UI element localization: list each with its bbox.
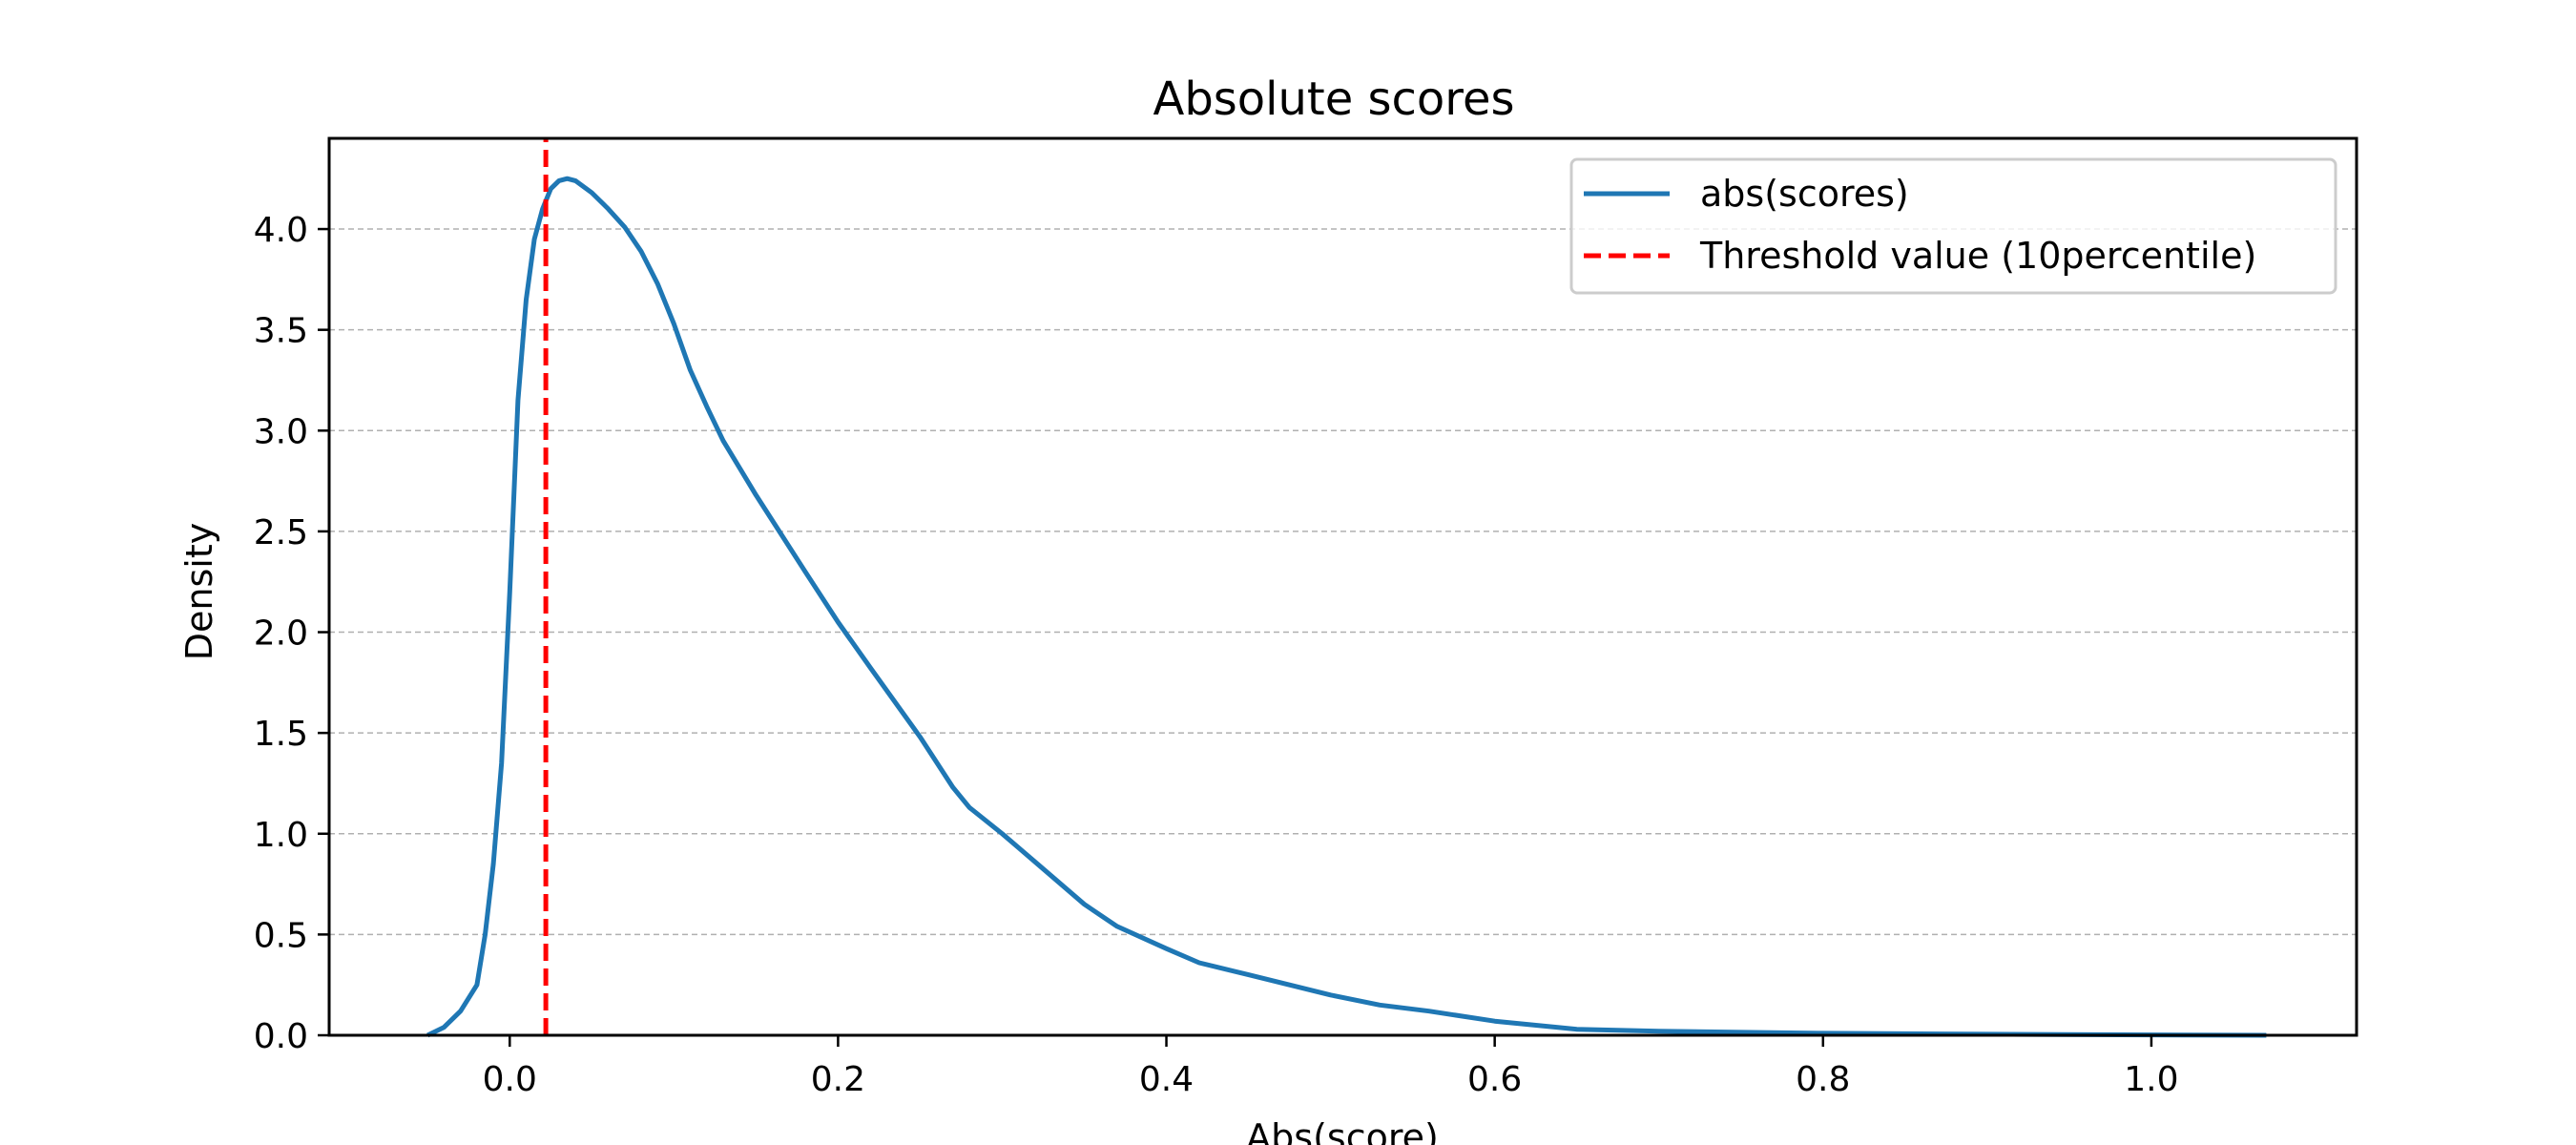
x-axis-label: Abs(score) bbox=[1246, 1116, 1439, 1145]
y-axis: 0.0 0.5 1.0 1.5 2.0 2.5 3.0 3.5 4.0 bbox=[254, 211, 329, 1056]
legend-label-threshold: Threshold value (10percentile) bbox=[1699, 235, 2256, 277]
y-tick-label: 3.0 bbox=[254, 412, 308, 451]
plot-area bbox=[426, 138, 2267, 1038]
grid-lines bbox=[329, 228, 2357, 1036]
x-tick-label: 0.8 bbox=[1796, 1060, 1850, 1099]
y-axis-label: Density bbox=[178, 523, 220, 660]
x-tick-label: 0.4 bbox=[1139, 1060, 1194, 1099]
x-tick-label: 0.6 bbox=[1467, 1060, 1522, 1099]
legend-box bbox=[1569, 157, 2337, 295]
y-tick-label: 2.0 bbox=[254, 614, 308, 654]
legend-label-abs-scores: abs(scores) bbox=[1700, 173, 1909, 215]
x-tick-label: 0.2 bbox=[811, 1060, 865, 1099]
legend: abs(scores) Threshold value (10percentil… bbox=[1569, 157, 2337, 295]
y-tick-label: 2.5 bbox=[254, 513, 308, 552]
plot-frame bbox=[327, 136, 2358, 1037]
y-tick-label: 1.5 bbox=[254, 715, 308, 754]
x-tick-label: 1.0 bbox=[2124, 1060, 2178, 1099]
density-curve bbox=[426, 176, 2267, 1038]
y-tick-label: 4.0 bbox=[254, 211, 308, 250]
x-axis: 0.0 0.2 0.4 0.6 0.8 1.0 bbox=[483, 1035, 2179, 1099]
y-tick-label: 0.5 bbox=[254, 916, 308, 955]
y-tick-label: 0.0 bbox=[254, 1017, 308, 1056]
y-tick-label: 3.5 bbox=[254, 312, 308, 351]
y-tick-label: 1.0 bbox=[254, 816, 308, 855]
chart-title: Absolute scores bbox=[1153, 73, 1514, 126]
x-tick-label: 0.0 bbox=[483, 1060, 537, 1099]
